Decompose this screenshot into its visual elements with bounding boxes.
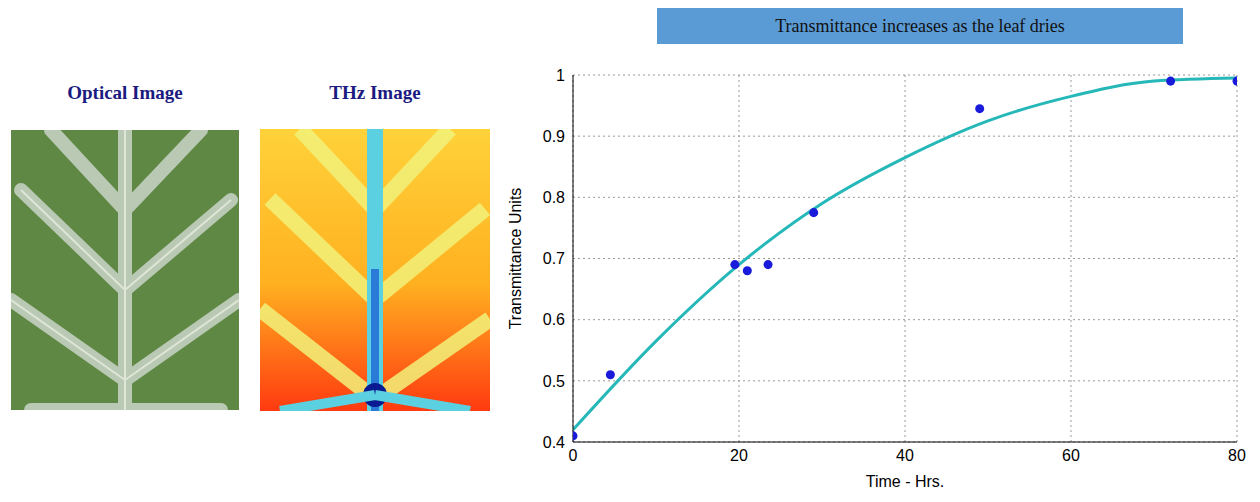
svg-text:Transmittance Units: Transmittance Units [507,188,524,330]
svg-text:80: 80 [1228,447,1246,464]
svg-text:0.4: 0.4 [543,434,565,451]
svg-text:0.9: 0.9 [543,128,565,145]
svg-text:60: 60 [1062,447,1080,464]
html-text:Optical Image: Optical Image [67,82,183,103]
svg-text:40: 40 [896,447,914,464]
svg-text:0.7: 0.7 [543,250,565,267]
svg-text:0.6: 0.6 [543,311,565,328]
svg-text:0.8: 0.8 [543,189,565,206]
svg-text:1: 1 [556,67,565,84]
svg-text:20: 20 [730,447,748,464]
html-text:Transmittance increases as the: Transmittance increases as the leaf drie… [775,15,1065,36]
svg-text:0: 0 [569,447,578,464]
svg-text:Time - Hrs.: Time - Hrs. [866,473,945,490]
html-text:THz Image: THz Image [329,82,421,103]
svg-text:0.5: 0.5 [543,373,565,390]
